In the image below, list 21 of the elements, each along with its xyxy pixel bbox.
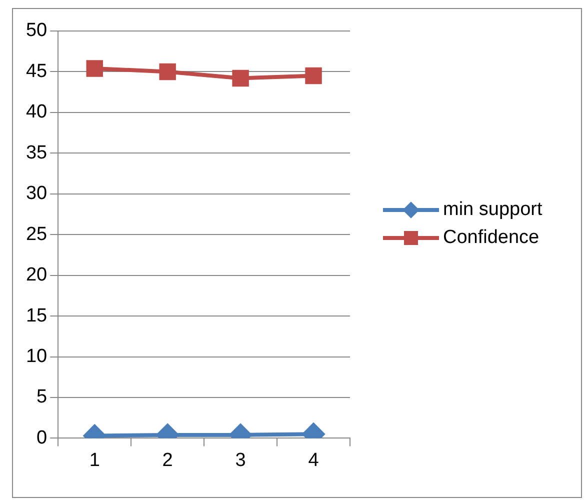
x-tick-label: 1	[89, 450, 100, 471]
legend-label: min support	[443, 199, 544, 221]
y-tick-label: 50	[26, 20, 48, 42]
point	[232, 70, 249, 87]
y-tick-label: 15	[26, 305, 48, 326]
x-tick-label: 4	[308, 450, 320, 471]
point	[159, 63, 176, 80]
y-tick-label: 5	[36, 386, 48, 408]
y-tick-label: 20	[26, 264, 48, 286]
legend-label: Confidence	[443, 227, 540, 249]
y-tick-label: 0	[36, 427, 48, 448]
y-tick-label: 30	[26, 183, 48, 204]
y-tick-label: 25	[26, 224, 48, 245]
x-tick-label: 3	[235, 450, 246, 471]
y-tick-label: 35	[26, 142, 48, 164]
y-tick-label: 45	[26, 60, 48, 82]
point	[86, 60, 103, 77]
y-tick-label: 40	[26, 102, 48, 123]
x-tick-label: 2	[162, 450, 173, 471]
y-tick-label: 10	[26, 346, 48, 367]
point	[305, 67, 322, 84]
